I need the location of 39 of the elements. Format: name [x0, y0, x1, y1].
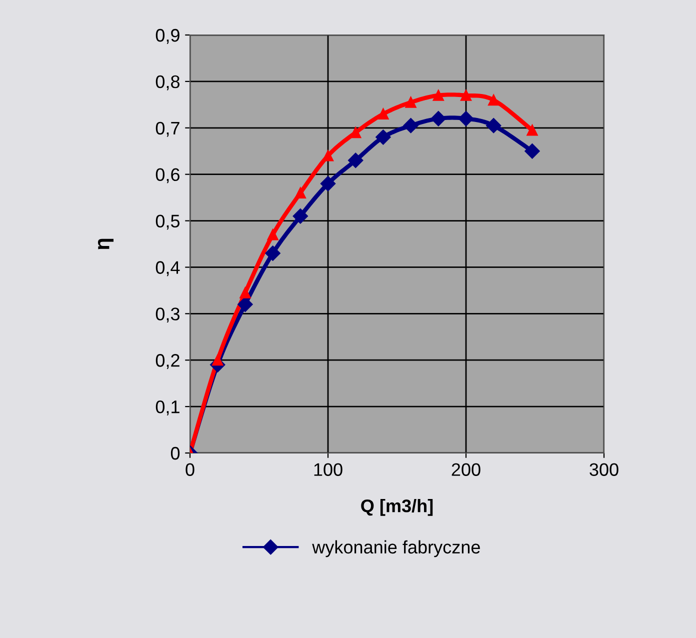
x-tick-label: 200	[452, 463, 480, 476]
y-tick-label: 0,9	[156, 28, 180, 44]
y-tick-label: 0,4	[156, 261, 180, 276]
x-axis-title: Q [m3/h]	[361, 499, 433, 516]
y-tick-label: 0,6	[156, 168, 180, 184]
x-tick-label: 100	[314, 463, 342, 476]
point	[460, 90, 472, 101]
point	[376, 130, 391, 145]
y-tick-label: 0,8	[156, 75, 180, 90]
point	[212, 354, 224, 366]
y-tick-label: 0,2	[156, 354, 180, 369]
y-tick-label: 0,3	[156, 308, 180, 323]
point	[458, 111, 474, 126]
point	[430, 111, 446, 126]
point	[348, 152, 364, 168]
point	[486, 118, 502, 134]
point	[240, 287, 251, 298]
point	[524, 144, 540, 159]
legend-label: wykonanie fabryczne	[312, 540, 480, 558]
x-tick-label: 0	[186, 463, 194, 476]
point	[267, 229, 278, 240]
y-tick-label: 0,1	[156, 400, 180, 416]
point	[378, 108, 389, 120]
x-tick-label: 300	[590, 463, 618, 476]
y-tick-label: 0,5	[156, 214, 180, 230]
y-tick-label: 0	[170, 446, 180, 460]
point	[238, 296, 253, 312]
y-axis-title: η	[98, 238, 114, 250]
point	[265, 246, 280, 261]
point	[292, 208, 308, 224]
point	[350, 126, 362, 138]
point	[526, 124, 538, 136]
point	[488, 94, 500, 106]
point	[432, 90, 444, 101]
point	[403, 118, 418, 134]
point	[294, 187, 306, 198]
point	[320, 176, 336, 192]
y-tick-label: 0,7	[156, 122, 180, 137]
point	[405, 96, 416, 108]
